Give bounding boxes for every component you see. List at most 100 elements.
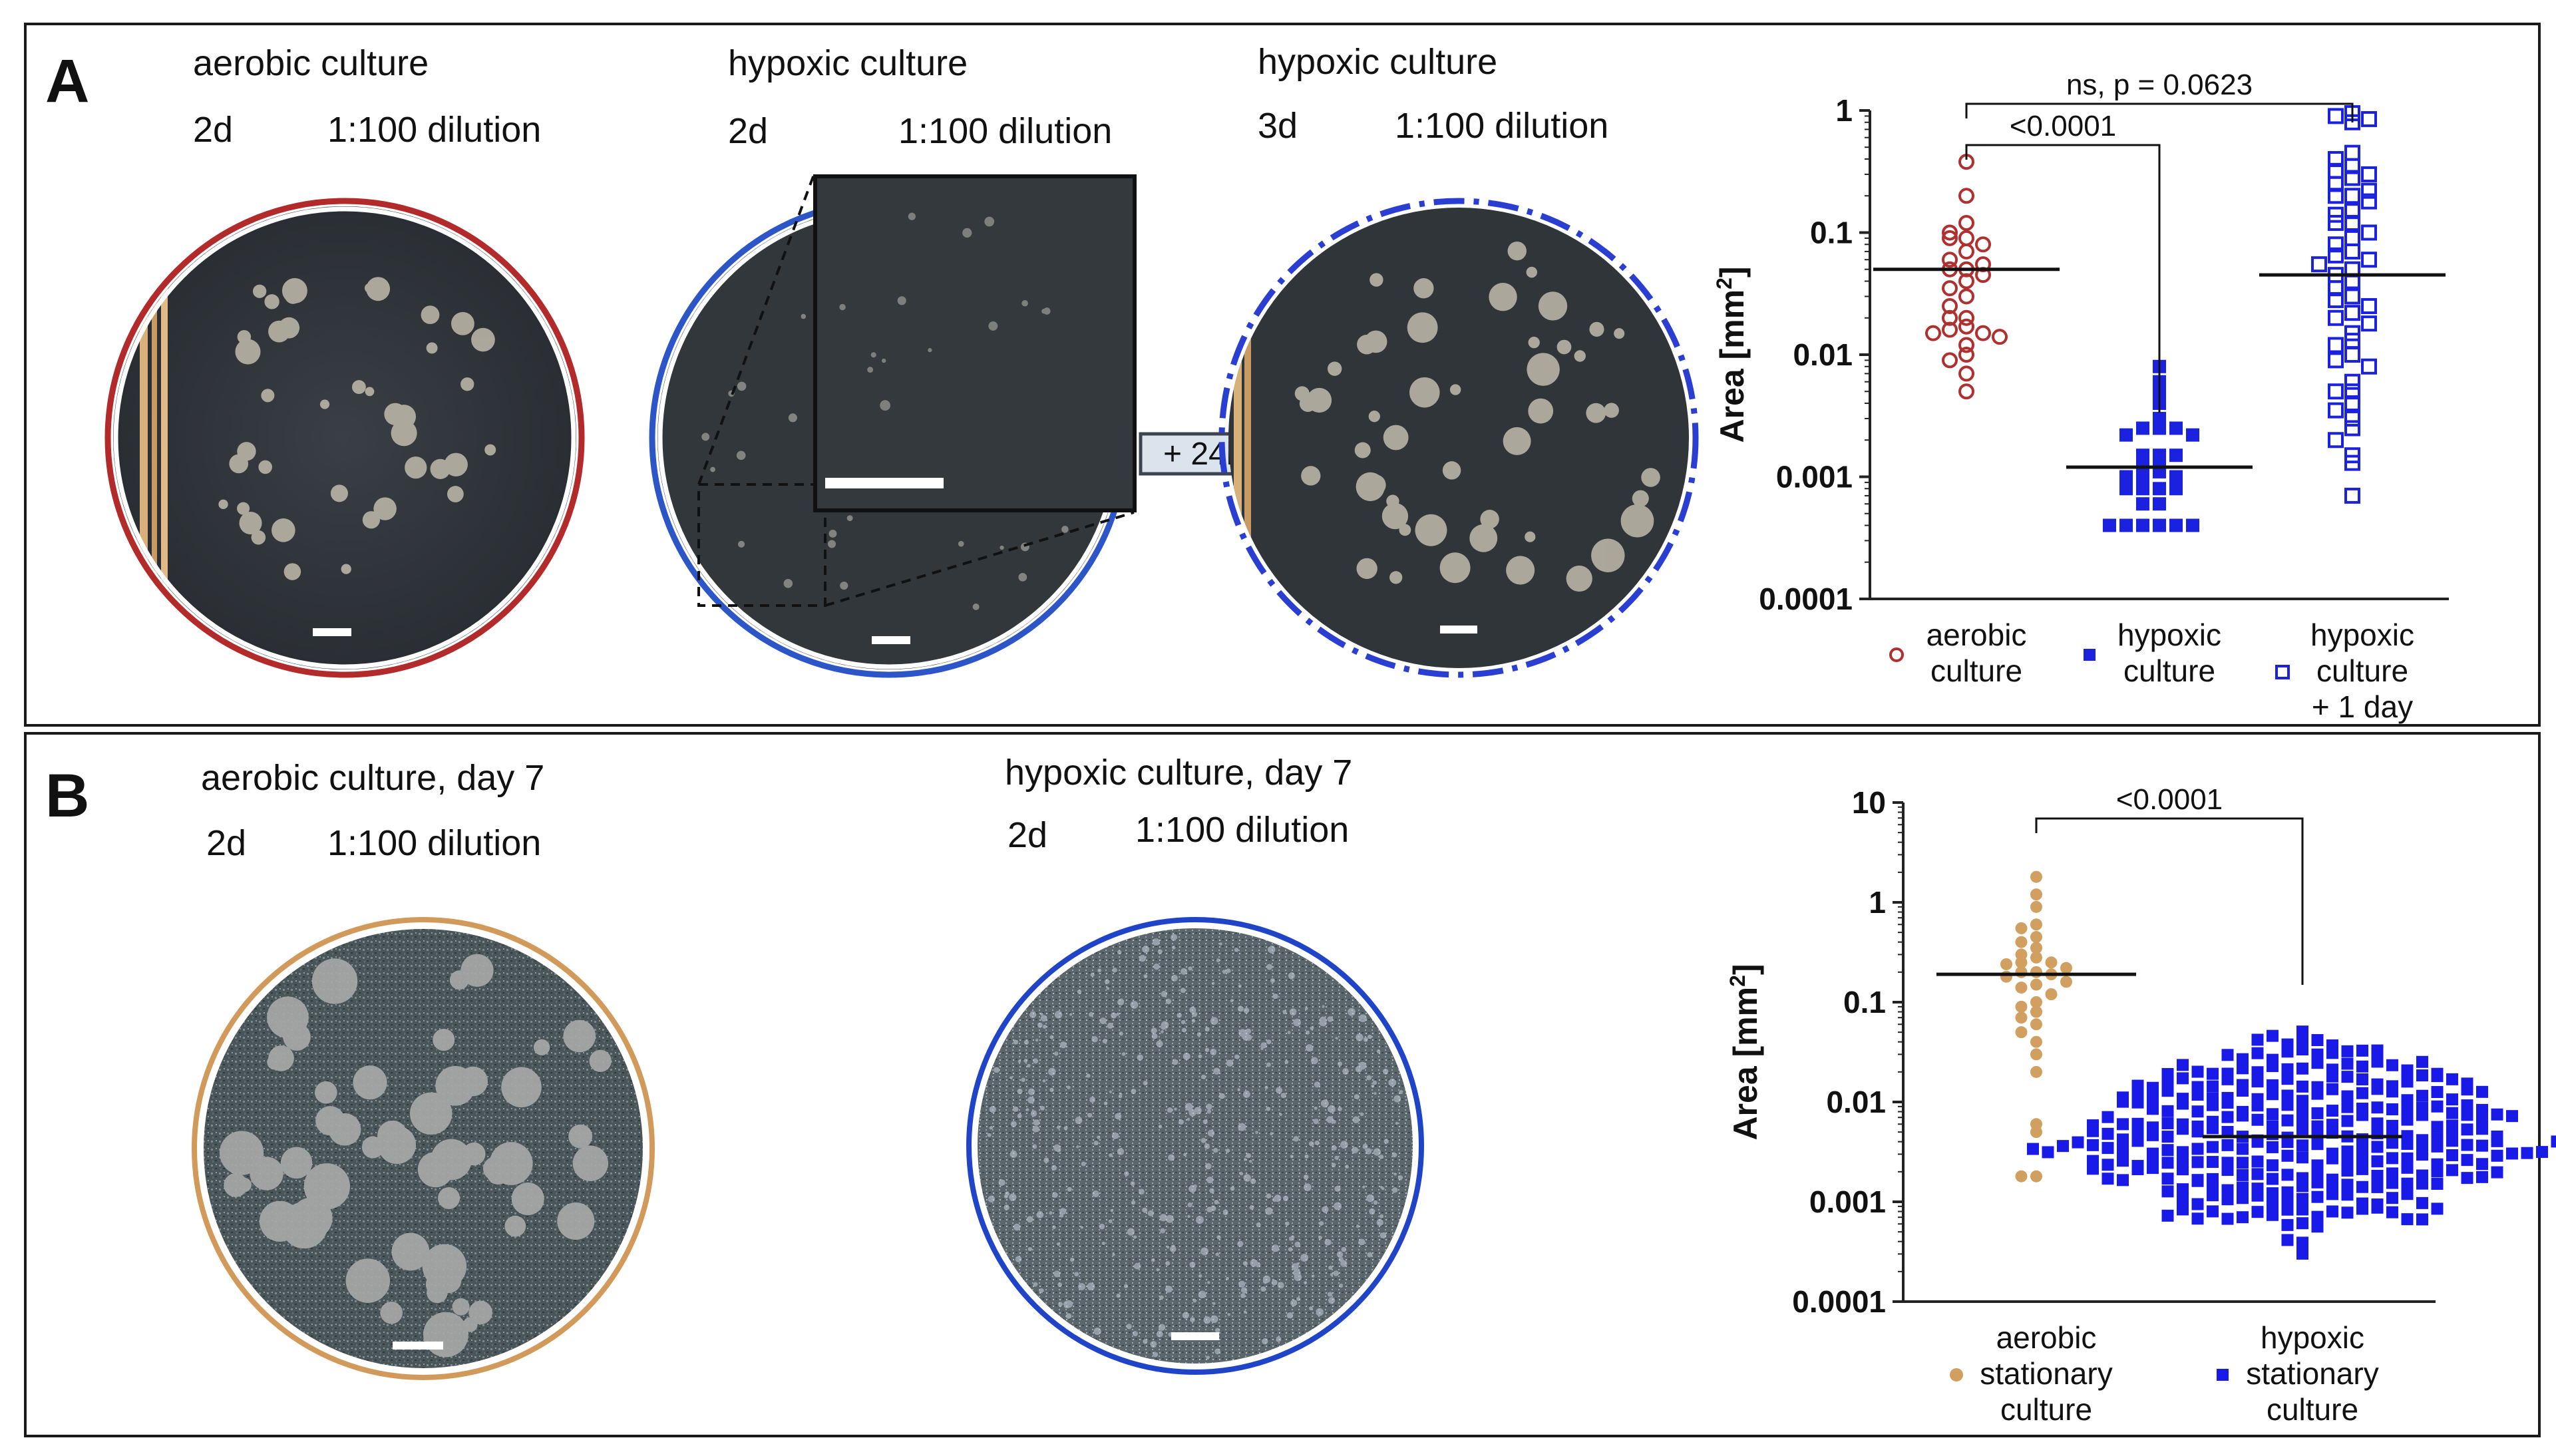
colony xyxy=(1139,1188,1145,1195)
data-point xyxy=(2136,482,2149,496)
colony xyxy=(1206,1109,1212,1114)
colony xyxy=(1243,1007,1250,1013)
scale-bar xyxy=(1440,626,1477,634)
colony xyxy=(1333,1270,1340,1276)
colony xyxy=(1469,524,1498,552)
data-point xyxy=(2361,182,2377,199)
colony xyxy=(311,958,358,1004)
data-point xyxy=(2267,1141,2279,1153)
data-point xyxy=(1925,325,1941,341)
colony xyxy=(460,954,494,987)
colony xyxy=(1130,1001,1139,1009)
data-point xyxy=(2461,1077,2473,1090)
colony xyxy=(1234,1054,1240,1059)
colony xyxy=(828,530,837,538)
colony xyxy=(1023,1039,1029,1045)
data-point xyxy=(2119,518,2133,532)
colony xyxy=(1296,1297,1300,1301)
colony xyxy=(881,358,886,363)
colony xyxy=(1159,1295,1164,1300)
data-point xyxy=(2416,1149,2428,1161)
colony xyxy=(1035,1038,1039,1042)
colony xyxy=(1174,1107,1177,1111)
data-point xyxy=(2221,1111,2234,1123)
colony xyxy=(1013,1039,1019,1045)
colony xyxy=(1030,1110,1037,1117)
colony xyxy=(1250,1178,1256,1184)
colony xyxy=(1171,974,1178,982)
colony xyxy=(867,367,874,373)
data-point xyxy=(2328,432,2344,449)
colony xyxy=(1306,1030,1310,1035)
data-point xyxy=(2117,1155,2129,1167)
colony xyxy=(1204,1027,1210,1032)
colony xyxy=(1225,1149,1230,1153)
colony xyxy=(1142,946,1150,954)
colony xyxy=(1025,1108,1029,1111)
colony xyxy=(1285,1221,1290,1226)
colony xyxy=(1304,1007,1308,1010)
colony xyxy=(1243,1310,1247,1314)
b2-time: 2d xyxy=(1007,815,1048,855)
colony xyxy=(1322,1005,1325,1008)
colony xyxy=(1328,1265,1333,1270)
data-point xyxy=(2371,1170,2384,1183)
data-point xyxy=(2147,1081,2159,1094)
colony xyxy=(1393,1172,1397,1176)
colony xyxy=(1087,1282,1095,1291)
data-point xyxy=(2326,1188,2338,1200)
colony xyxy=(1291,1263,1299,1271)
data-point xyxy=(2296,1203,2308,1216)
colony xyxy=(1276,1087,1283,1094)
colony xyxy=(1188,966,1192,971)
data-point xyxy=(2416,1134,2428,1147)
colony xyxy=(1240,1293,1246,1298)
colony xyxy=(1282,1195,1289,1202)
data-point xyxy=(1958,309,1974,326)
colony xyxy=(1230,1186,1235,1191)
colony xyxy=(1226,968,1231,974)
data-point xyxy=(1958,230,1974,246)
colony xyxy=(1395,1121,1399,1125)
data-point xyxy=(2101,1127,2114,1140)
colony xyxy=(1143,1339,1148,1344)
colony xyxy=(1266,1039,1272,1045)
colony xyxy=(1354,442,1371,458)
data-point xyxy=(2147,1091,2159,1104)
y-tick-label: 0.001 xyxy=(1809,1184,1886,1219)
data-point xyxy=(2237,1169,2249,1181)
data-point xyxy=(2296,1151,2308,1164)
colony xyxy=(1090,972,1095,977)
data-point xyxy=(2311,256,2327,273)
colony xyxy=(1356,558,1377,580)
data-point xyxy=(2446,1164,2458,1177)
data-point xyxy=(2153,449,2166,462)
data-point xyxy=(2401,1130,2414,1143)
data-point xyxy=(2087,1155,2099,1167)
colony xyxy=(1238,1280,1246,1288)
colony xyxy=(1088,1011,1094,1017)
colony xyxy=(1123,1284,1129,1288)
colony xyxy=(438,1186,460,1209)
data-point xyxy=(2030,1126,2042,1139)
colony xyxy=(1009,1193,1017,1201)
colony xyxy=(908,212,916,220)
colony xyxy=(572,1145,609,1181)
colony xyxy=(1271,1279,1278,1286)
data-point xyxy=(1975,325,1991,341)
colony xyxy=(1142,1207,1148,1213)
data-point xyxy=(2356,1087,2368,1099)
colony xyxy=(1048,1067,1056,1076)
colony xyxy=(1033,1119,1040,1126)
data-point xyxy=(2267,1120,2279,1133)
colony xyxy=(1111,1012,1117,1019)
colony xyxy=(1153,1352,1159,1358)
data-point xyxy=(2431,1086,2444,1099)
legend-label: aerobic xyxy=(1926,618,2027,652)
data-point xyxy=(1992,329,2008,345)
colony xyxy=(1372,1080,1377,1085)
colony xyxy=(1056,1147,1061,1153)
colony xyxy=(1222,1209,1228,1216)
colony xyxy=(1097,968,1101,973)
colony xyxy=(1194,1107,1202,1115)
